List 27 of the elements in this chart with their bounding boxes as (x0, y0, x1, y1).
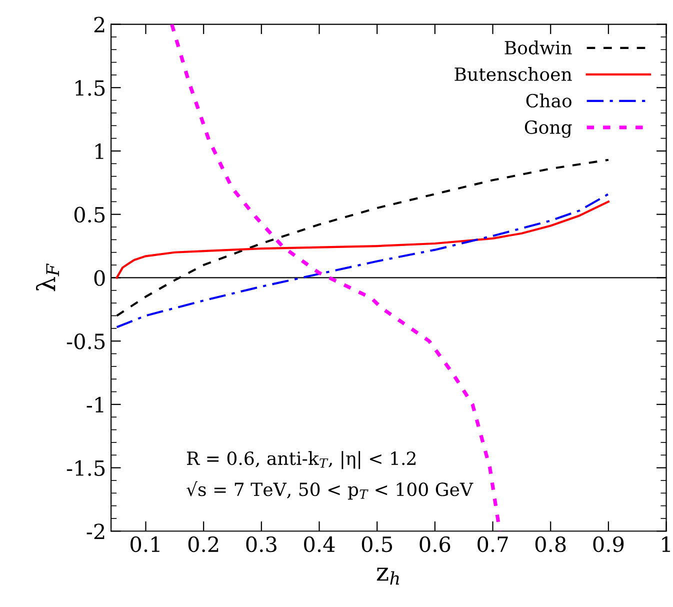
y-tick-label: -1 (86, 396, 104, 412)
annotation: R = 0.6, anti-k$_{T}$, |η| < 1.2 (186, 451, 416, 470)
x-tick-label: 0.3 (246, 536, 276, 552)
y-tick-label: 0 (94, 270, 105, 286)
y-tick-label: -2 (86, 524, 104, 540)
y-tick-label: -1.5 (66, 460, 105, 476)
x-tick-label: 0.5 (362, 536, 392, 552)
y-tick-label: 1 (95, 143, 104, 159)
x-tick-label: 0.2 (188, 536, 218, 552)
x-tick-label: 0.8 (535, 536, 566, 552)
x-tick-label: 0.7 (478, 536, 508, 552)
y-tick-label: 2 (94, 16, 104, 32)
x-tick-label: 1 (662, 536, 670, 552)
x-tick-label: 0.6 (420, 536, 450, 552)
x-tick-label: 0.9 (593, 536, 624, 552)
legend-label: Butenschoen (454, 67, 572, 82)
y-tick-label: 0.5 (74, 206, 105, 223)
annotation: √s = 7 TeV, 50 < p$_{T}$ < 100 GeV (186, 481, 474, 500)
y-axis-title: λ$_{F}$ (36, 263, 60, 292)
x-tick-label: 0.1 (130, 536, 160, 552)
legend-label: Gong (524, 120, 572, 138)
y-tick-label: -0.5 (66, 334, 105, 350)
x-axis-title: z$_{h}$ (376, 568, 399, 585)
legend-label: Bodwin (504, 40, 572, 55)
x-tick-label: 0.4 (304, 536, 335, 552)
y-tick-label: 1.5 (76, 80, 105, 96)
legend-label: Chao (526, 94, 572, 108)
